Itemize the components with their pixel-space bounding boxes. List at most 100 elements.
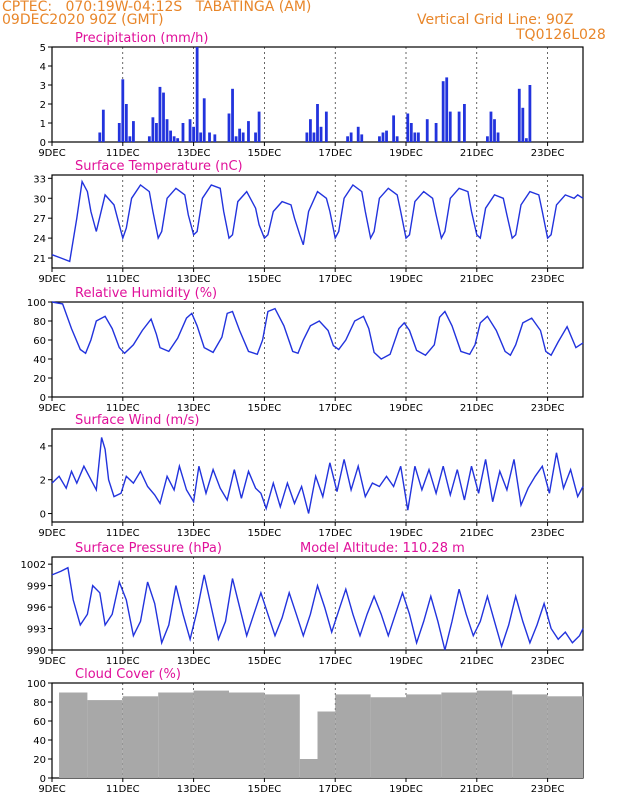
cloud-bar (441, 692, 477, 778)
precip-bar (316, 104, 319, 142)
x-tick-label: 11DEC (106, 148, 140, 159)
cloud-bar (335, 694, 371, 778)
precip-title: Precipitation (mm/h) (75, 31, 208, 46)
x-tick-label: 21DEC (460, 784, 494, 795)
y-tick-label: 0 (40, 138, 46, 149)
cloud-panel: 0 20 40 60 80 100 9DEC 11DEC 13DEC 15DEC 17DEC 19DE… (27, 667, 584, 795)
cloud-bar (370, 697, 406, 778)
precip-bar (176, 138, 180, 142)
y-tick-label: 0 (40, 510, 46, 521)
precip-bar (378, 136, 381, 142)
cloud-bar (87, 700, 123, 778)
rh-title: Relative Humidity (%) (75, 286, 217, 301)
x-tick-label: 9DEC (38, 528, 65, 539)
precip-bar (121, 79, 125, 142)
precip-bar (496, 132, 500, 142)
precip-bar (312, 132, 316, 142)
plot-frame (51, 301, 584, 398)
precip-bar (392, 115, 396, 142)
precip-bar (151, 117, 155, 142)
precip-bar (158, 86, 162, 142)
cloud-bar (299, 759, 318, 778)
y-tick-label: 2 (40, 476, 46, 487)
precip-bar (409, 123, 413, 142)
x-tick-label: 9DEC (38, 656, 65, 667)
precip-bar (195, 47, 199, 142)
precip-bar (521, 107, 525, 142)
y-tick-label: 1 (40, 119, 46, 130)
y-tick-label: 40 (33, 355, 46, 366)
x-tick-label: 9DEC (38, 784, 65, 795)
temp-title: Surface Temperature (nC) (75, 159, 243, 174)
x-tick-label: 9DEC (38, 403, 65, 414)
precip-bar (213, 134, 217, 142)
precip-bar (165, 119, 169, 142)
y-tick-label: 5 (40, 43, 46, 54)
precip-bar (413, 132, 417, 142)
x-tick-label: 15DEC (248, 784, 282, 795)
precip-bar (528, 85, 532, 142)
precip-bar (434, 123, 438, 142)
pres-series-line (51, 566, 584, 651)
precip-bar (463, 104, 466, 142)
y-tick-label: 80 (33, 317, 46, 328)
x-tick-label: 19DEC (389, 656, 423, 667)
precip-bar (319, 126, 323, 142)
precip-bar (356, 126, 360, 142)
precip-bar (305, 132, 309, 142)
x-tick-label: 15DEC (248, 274, 282, 285)
precip-bar (147, 136, 151, 142)
cloud-bar (158, 692, 194, 778)
x-tick-label: 11DEC (106, 784, 140, 795)
y-tick-label: 20 (33, 755, 46, 766)
x-tick-label: 17DEC (318, 656, 352, 667)
precip-bar (202, 98, 206, 142)
y-tick-label: 27 (33, 214, 46, 225)
cloud-bar (406, 694, 442, 778)
temp-panel: 21 24 27 30 33 9DEC 11DEC 13DEC 15DEC 17DEC 19DEC 2… (33, 159, 584, 285)
precip-bar (360, 134, 364, 142)
x-tick-label: 17DEC (318, 274, 352, 285)
precip-bar (381, 132, 385, 142)
precip-bar (486, 136, 489, 142)
precip-bar (524, 138, 528, 142)
y-tick-label: 24 (33, 234, 46, 245)
plot-frame (51, 174, 584, 269)
x-tick-label: 15DEC (248, 528, 282, 539)
y-tick-label: 33 (33, 174, 46, 185)
x-tick-label: 15DEC (248, 148, 282, 159)
model-code: TQ0126L028 (516, 27, 606, 43)
y-tick-label: 996 (27, 603, 46, 614)
cloud-bar (264, 694, 300, 778)
wind-series-line (51, 437, 584, 514)
x-tick-label: 23DEC (531, 784, 565, 795)
x-tick-label: 11DEC (106, 656, 140, 667)
wind-panel: 0 2 4 9DEC 11DEC 13DEC 15DEC 17DEC 19DEC 21DEC 23D… (38, 413, 584, 539)
pres-panel: 990 993 996 999 1002 9DEC 11DEC 13DEC 15DEC 17DEC… (21, 541, 584, 667)
precip-bar (169, 130, 172, 142)
x-tick-label: 17DEC (318, 528, 352, 539)
x-tick-label: 21DEC (460, 148, 494, 159)
precip-bar (208, 132, 211, 142)
header-line-1: CPTEC: 070:19W-04:12S TABATINGA (AM) (2, 0, 312, 15)
precip-bar (124, 104, 128, 142)
x-tick-label: 21DEC (460, 274, 494, 285)
precip-bar (231, 88, 234, 142)
y-tick-label: 1002 (21, 560, 46, 571)
x-tick-label: 19DEC (389, 274, 423, 285)
x-tick-label: 21DEC (460, 528, 494, 539)
vertical-grid-label: Vertical Grid Line: 90Z (417, 12, 574, 28)
cloud-bar (317, 711, 336, 778)
pres-title: Surface Pressure (hPa) (75, 541, 222, 556)
x-tick-label: 17DEC (318, 148, 352, 159)
y-tick-label: 0 (40, 774, 46, 785)
x-tick-label: 23DEC (531, 528, 565, 539)
x-tick-label: 19DEC (389, 528, 423, 539)
precip-bar (227, 113, 231, 142)
x-tick-label: 23DEC (531, 403, 565, 414)
precip-bar (247, 121, 250, 142)
precip-bar (257, 111, 261, 142)
precip-bar (132, 121, 135, 142)
cloud-bar (512, 694, 548, 778)
plot-frame (51, 428, 584, 523)
